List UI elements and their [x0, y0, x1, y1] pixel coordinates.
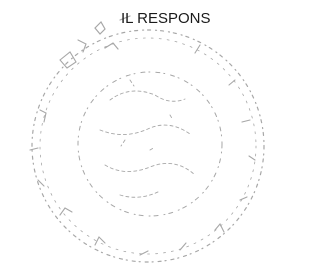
- scan: IL RESPONS: [0, 0, 272, 273]
- seal: [30, 16, 264, 262]
- seal-ring: [40, 38, 256, 254]
- seal-outer-ring: [32, 30, 264, 262]
- typed-text: IL RESPONS: [121, 10, 210, 27]
- seal-emblem: [100, 80, 195, 197]
